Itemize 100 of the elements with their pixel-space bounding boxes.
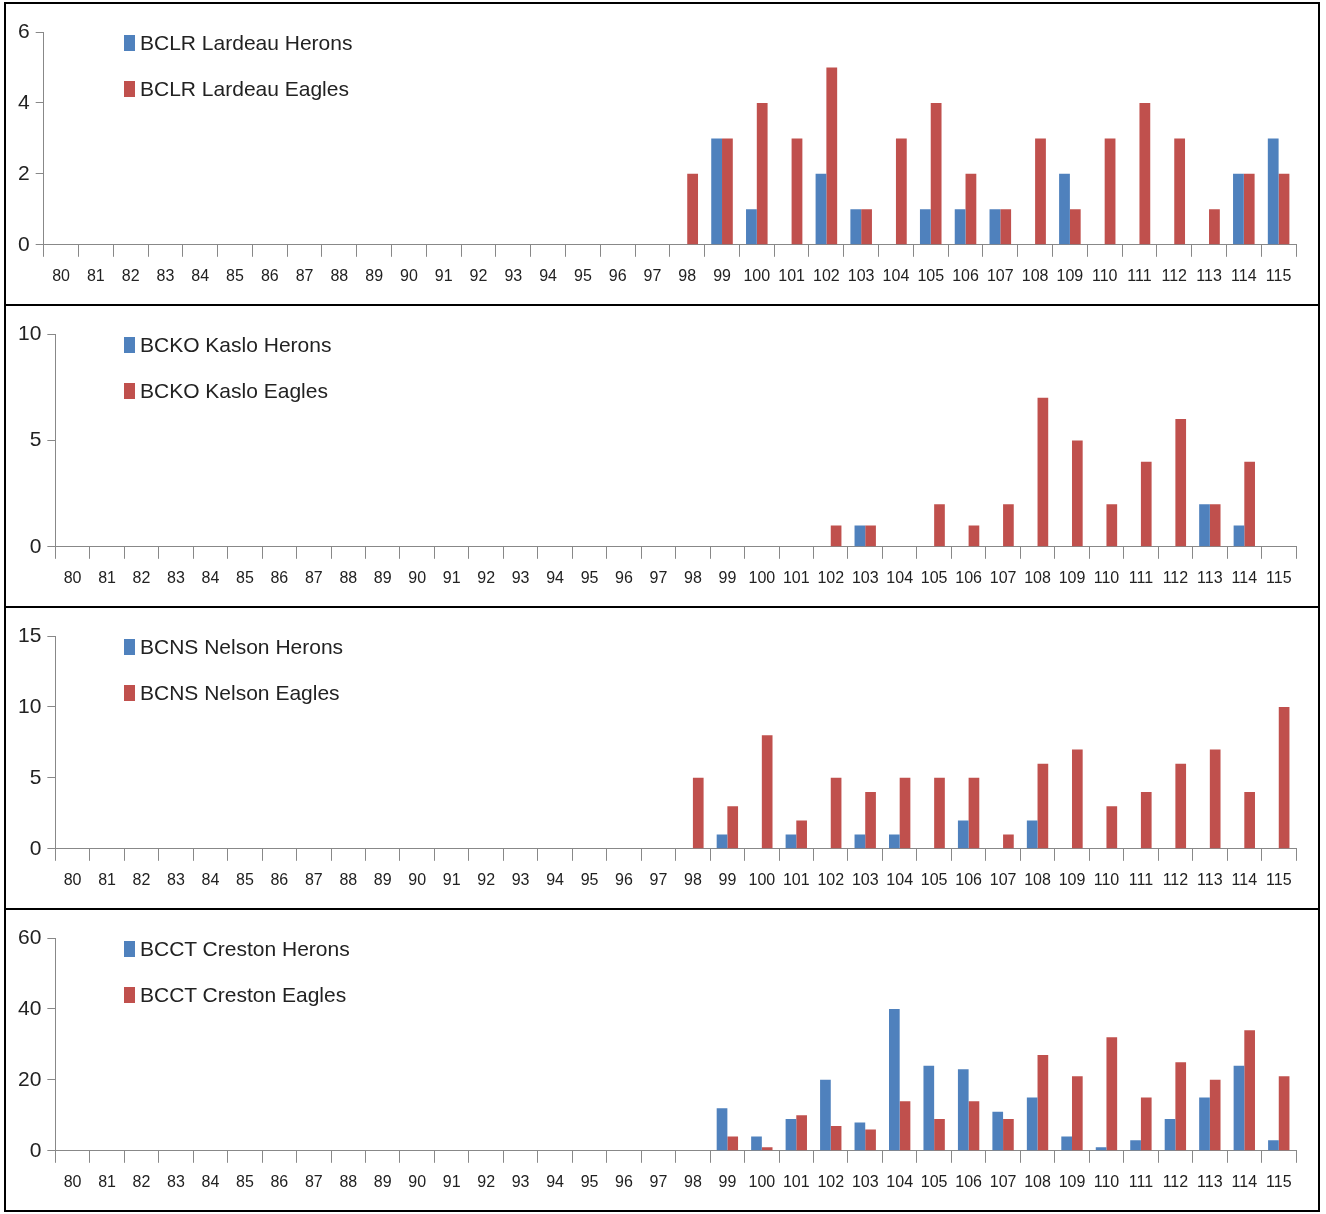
x-tick-label: 85	[226, 266, 245, 284]
x-tick-label: 102	[813, 266, 840, 284]
bar	[1243, 173, 1255, 245]
legend-label: BCNS Nelson Eagles	[140, 681, 340, 705]
legend-label: BCLR Lardeau Herons	[140, 31, 353, 55]
bar	[954, 209, 966, 245]
x-tick-label: 99	[718, 568, 737, 586]
bar	[1003, 834, 1014, 849]
bar	[1071, 749, 1083, 849]
x-tick-label: 103	[847, 266, 875, 284]
bar	[1140, 461, 1152, 547]
x-tick-label: 99	[718, 1172, 737, 1190]
bar	[934, 777, 945, 849]
x-tick-label: 94	[546, 870, 565, 888]
x-tick-label: 90	[408, 870, 427, 888]
y-tick-label: 4	[17, 89, 30, 113]
x-tick-label: 115	[1266, 870, 1292, 888]
x-tick-label: 83	[156, 266, 175, 284]
x-tick-label: 94	[546, 568, 565, 586]
legend-label: BCKO Kaslo Herons	[140, 333, 332, 357]
bar	[711, 138, 723, 245]
x-tick-label: 108	[1024, 568, 1051, 586]
x-tick-label: 82	[121, 266, 140, 284]
x-tick-label: 114	[1231, 266, 1257, 284]
x-tick-label: 84	[201, 870, 220, 888]
bar	[899, 1101, 911, 1151]
x-tick-label: 110	[1093, 1172, 1120, 1190]
bar	[899, 777, 911, 849]
bar	[830, 1125, 842, 1151]
y-tick-label: 10	[18, 693, 42, 717]
x-tick-label: 85	[236, 870, 254, 888]
bar	[722, 138, 733, 245]
x-tick-label: 93	[511, 870, 530, 888]
x-tick-label: 106	[955, 568, 983, 586]
x-tick-label: 115	[1266, 1172, 1292, 1190]
bar	[1209, 1079, 1221, 1151]
bar	[1106, 504, 1118, 547]
x-tick-label: 92	[469, 266, 488, 284]
bar	[1175, 763, 1187, 849]
bar	[751, 1136, 762, 1151]
bar	[687, 173, 699, 245]
bar	[934, 504, 945, 547]
x-tick-label: 112	[1161, 266, 1188, 284]
x-tick-label: 109	[1058, 1172, 1086, 1190]
bar	[1003, 1118, 1014, 1151]
x-tick-label: 97	[643, 266, 662, 284]
x-tick-label: 86	[270, 870, 289, 888]
x-tick-label: 98	[684, 1172, 702, 1190]
bar	[785, 1118, 797, 1151]
x-tick-label: 87	[304, 870, 323, 888]
x-tick-label: 81	[98, 1172, 117, 1190]
bar	[865, 1129, 876, 1151]
bar	[1037, 397, 1049, 547]
bar	[1026, 820, 1038, 849]
x-tick-label: 104	[886, 568, 914, 586]
bar	[1037, 1055, 1049, 1151]
x-tick-label: 85	[236, 568, 254, 586]
bar	[957, 820, 969, 849]
bar	[826, 67, 838, 245]
bar	[1244, 461, 1255, 547]
x-tick-label: 103	[851, 568, 879, 586]
x-tick-label: 103	[851, 1172, 879, 1190]
x-tick-label: 83	[167, 870, 185, 888]
x-tick-label: 88	[339, 1172, 358, 1190]
x-tick-label: 90	[408, 1172, 427, 1190]
bar	[1095, 1147, 1107, 1151]
x-tick-label: 88	[339, 568, 358, 586]
bar	[923, 1065, 935, 1151]
bar	[727, 806, 739, 849]
x-tick-label: 114	[1231, 1172, 1258, 1190]
bar	[1268, 1140, 1279, 1151]
x-tick-label: 115	[1265, 266, 1292, 284]
x-tick-label: 104	[882, 266, 910, 284]
y-tick-label: 2	[17, 160, 30, 184]
x-tick-label: 87	[304, 1172, 323, 1190]
bar	[989, 209, 1001, 245]
bar	[1278, 706, 1290, 849]
bar	[1278, 1076, 1290, 1151]
x-tick-label: 92	[477, 870, 496, 888]
x-tick-label: 81	[98, 870, 117, 888]
x-tick-label: 99	[718, 870, 737, 888]
x-tick-label: 88	[330, 266, 349, 284]
x-tick-label: 109	[1058, 870, 1086, 888]
bar	[934, 1118, 945, 1151]
x-tick-label: 83	[167, 568, 185, 586]
y-tick-label: 20	[18, 1066, 42, 1090]
bar	[895, 138, 907, 245]
x-tick-label: 84	[201, 568, 220, 586]
x-tick-label: 84	[201, 1172, 220, 1190]
bar	[850, 209, 862, 245]
x-tick-label: 80	[52, 266, 71, 284]
x-tick-label: 102	[817, 568, 845, 586]
x-tick-label: 85	[236, 1172, 254, 1190]
legend-label: BCCT Creston Eagles	[140, 983, 347, 1007]
x-tick-label: 82	[132, 1172, 151, 1190]
legend-label: BCKO Kaslo Eagles	[140, 379, 328, 403]
bar	[1140, 1097, 1152, 1151]
x-tick-label: 94	[539, 266, 558, 284]
x-tick-label: 106	[955, 870, 983, 888]
bar	[791, 138, 803, 245]
